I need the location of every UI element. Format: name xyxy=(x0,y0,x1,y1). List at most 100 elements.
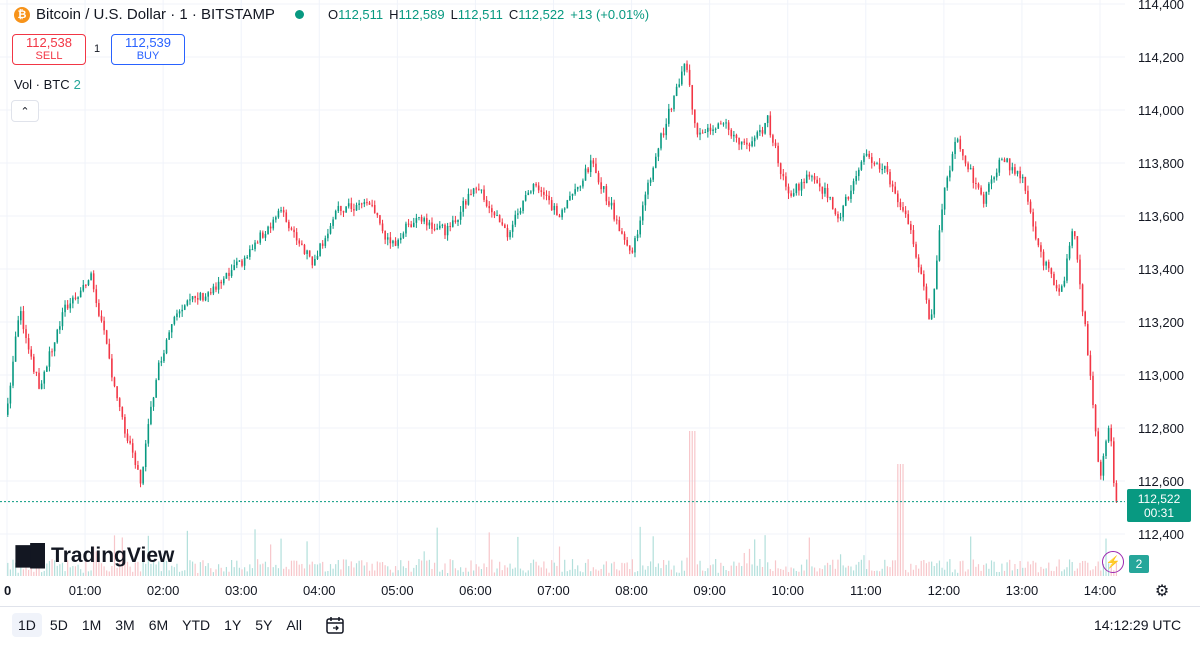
volume-bar xyxy=(116,567,118,576)
range-1m-button[interactable]: 1M xyxy=(81,617,102,633)
range-6m-button[interactable]: 6M xyxy=(148,617,169,633)
candle-body xyxy=(798,184,800,191)
symbol-legend[interactable]: ₿ Bitcoin / U.S. Dollar · 1 · BITSTAMP O… xyxy=(14,6,649,23)
range-3m-button[interactable]: 3M xyxy=(115,617,135,633)
volume-bar xyxy=(605,561,607,576)
volume-bar xyxy=(184,570,186,576)
candle-body xyxy=(129,440,131,444)
gear-icon[interactable]: ⚙ xyxy=(1154,583,1170,600)
range-1y-button[interactable]: 1Y xyxy=(224,617,242,633)
range-all-button[interactable]: All xyxy=(286,617,302,633)
volume-bar xyxy=(46,563,48,576)
logo-text: TradingView xyxy=(51,543,175,567)
volume-badge: 2 xyxy=(1129,555,1149,573)
buy-button[interactable]: 112,539 BUY xyxy=(111,34,185,65)
candle-body xyxy=(147,424,150,444)
y-tick-label: 113,600 xyxy=(1138,209,1184,224)
volume-bar xyxy=(720,562,722,576)
buy-label: BUY xyxy=(136,50,160,62)
candle-body xyxy=(233,265,236,271)
candle-body xyxy=(876,163,878,165)
volume-bar xyxy=(957,572,959,576)
volume-bar xyxy=(819,568,821,576)
x-tick-label: 10:00 xyxy=(771,583,804,598)
candle-body xyxy=(134,452,137,466)
volume-bar xyxy=(415,564,417,576)
candle-body xyxy=(694,109,696,124)
volume-bar xyxy=(384,565,386,576)
range-1d-button[interactable]: 1D xyxy=(12,613,42,637)
candle-body xyxy=(316,255,319,259)
volume-bar xyxy=(35,561,38,576)
candle-body xyxy=(363,202,366,205)
volume-bar xyxy=(319,563,321,576)
volume-bar xyxy=(418,559,420,576)
candle-body xyxy=(423,218,425,222)
candle-body xyxy=(602,186,605,190)
sell-label: SELL xyxy=(35,50,63,62)
candle-body xyxy=(392,240,394,244)
x-tick-label: 06:00 xyxy=(459,583,492,598)
volume-bar xyxy=(949,559,951,576)
volume-bar xyxy=(145,563,147,576)
tradingview-logo[interactable]: ▇█ TradingView xyxy=(16,543,174,568)
candle-body xyxy=(345,206,347,213)
sell-button[interactable]: 112,538 SELL xyxy=(12,34,86,65)
volume-bar xyxy=(1006,562,1008,576)
volume-bar xyxy=(262,563,264,576)
volume-bar xyxy=(1079,562,1081,576)
candle-body xyxy=(897,193,899,203)
candle-body xyxy=(30,349,33,357)
range-5d-button[interactable]: 5D xyxy=(49,617,68,633)
calendar-icon[interactable] xyxy=(325,615,345,635)
volume-bar xyxy=(355,563,358,576)
candle-body xyxy=(1100,461,1102,476)
candle-body xyxy=(181,309,183,312)
volume-bar xyxy=(962,560,964,576)
volume-bar xyxy=(100,563,103,576)
volume-bar xyxy=(772,571,774,576)
candle-body xyxy=(410,224,412,228)
volume-bar xyxy=(636,571,639,576)
volume-bar xyxy=(886,566,889,576)
range-5y-button[interactable]: 5Y xyxy=(255,617,273,633)
volume-bar xyxy=(1097,561,1099,576)
volume-bar xyxy=(936,563,938,576)
candle-body xyxy=(545,194,548,196)
range-ytd-button[interactable]: YTD xyxy=(182,617,211,633)
volume-bar xyxy=(191,561,194,576)
volume-bar xyxy=(1001,563,1003,576)
volume-legend[interactable]: Vol · BTC 2 xyxy=(14,77,81,92)
volume-bar xyxy=(173,567,175,576)
volume-bar xyxy=(51,559,53,576)
candle-body xyxy=(9,385,12,404)
volume-bar xyxy=(649,561,652,576)
volume-bar xyxy=(964,571,967,576)
volume-bar xyxy=(306,541,308,576)
candle-body xyxy=(569,195,571,201)
volume-bar xyxy=(238,567,241,576)
candle-body xyxy=(438,225,441,229)
candle-body xyxy=(358,203,360,205)
candle-body xyxy=(1040,245,1042,252)
volume-bar xyxy=(150,563,152,576)
candle-body xyxy=(813,176,816,180)
candle-body xyxy=(712,129,714,132)
candle-body xyxy=(816,179,818,184)
collapse-legend-button[interactable]: ⌃ xyxy=(11,100,39,122)
x-tick-label: 08:00 xyxy=(615,583,648,598)
volume-bar xyxy=(171,565,173,576)
volume-bar xyxy=(303,568,306,576)
candle-body xyxy=(217,281,220,290)
bolt-icon[interactable]: ⚡ xyxy=(1102,551,1124,573)
volume-bar xyxy=(1050,570,1052,576)
candlestick-chart[interactable]: 112,400 112,600 112,800 113,000 113,200 113,4… xyxy=(0,0,1200,606)
candle-body xyxy=(592,160,595,164)
candle-body xyxy=(1021,176,1024,179)
volume-bar xyxy=(996,571,998,576)
volume-bar xyxy=(181,570,183,576)
volume-bar xyxy=(387,566,389,576)
candle-body xyxy=(1016,170,1019,174)
candle-body xyxy=(964,155,967,164)
candle-body xyxy=(87,280,90,286)
